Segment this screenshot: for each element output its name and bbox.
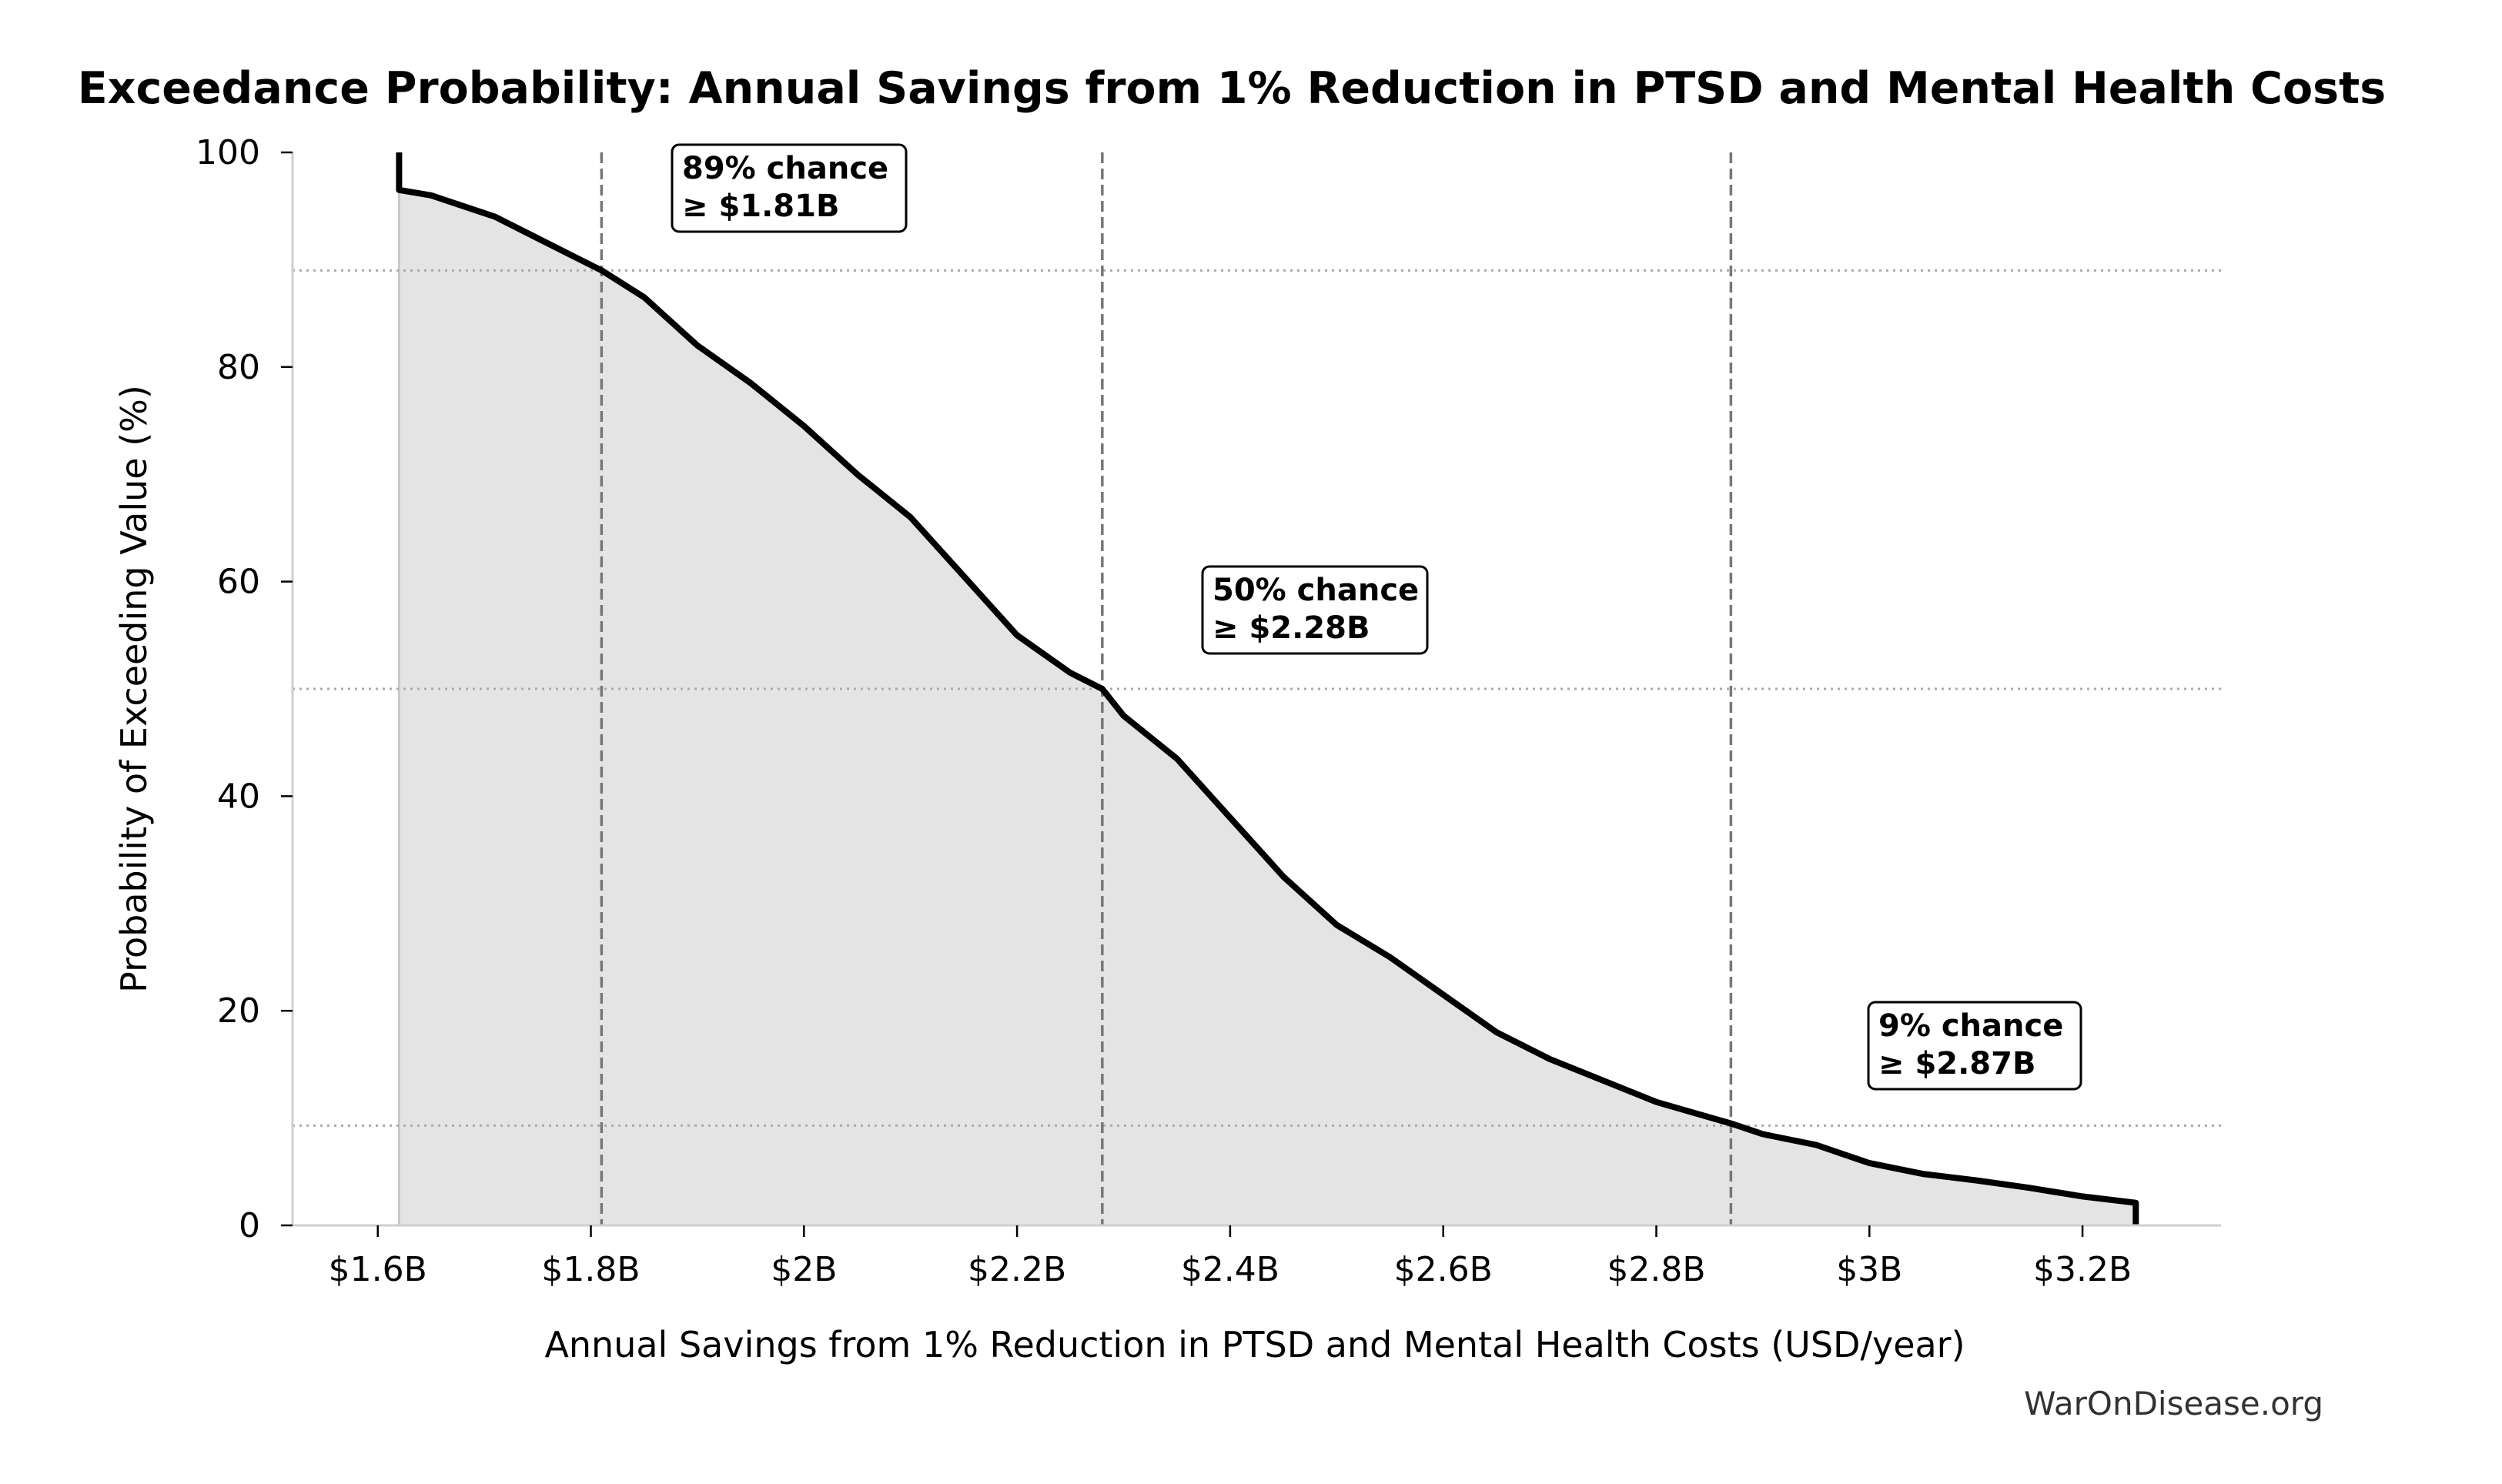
- annotation-probability-text: 9% chance: [1878, 1008, 2063, 1044]
- y-axis-ticks: 0 20 40 60 80 100: [196, 133, 293, 1245]
- exceedance-area-fill: [399, 152, 2136, 1225]
- annotation-boxes: 89% chance≥ $1.81B 50% chance≥ $2.28B 9% c…: [671, 143, 2082, 1091]
- annotation-threshold-text: ≥ $2.87B: [1878, 1046, 2035, 1081]
- watermark-text: WarOnDisease.org: [2024, 1385, 2323, 1422]
- horizontal-reference-lines: [293, 269, 2221, 1127]
- annotation-box-frame: [1201, 565, 1429, 655]
- x-tick-label: $3B: [1836, 1250, 1902, 1289]
- annotation-box-frame: [671, 143, 908, 233]
- x-axis-ticks: $1.6B $1.8B $2B $2.2B $2.4B $2.6B $2.8B $3B $3.2…: [329, 1225, 2132, 1289]
- x-tick-label: $2B: [771, 1250, 837, 1289]
- annotation-box-2: 9% chance≥ $2.87B: [1867, 1001, 2082, 1091]
- y-tick-label: 60: [217, 563, 260, 602]
- x-tick-label: $2.4B: [1181, 1250, 1279, 1289]
- x-tick-label: $1.6B: [329, 1250, 427, 1289]
- x-axis-label: Annual Savings from 1% Reduction in PTSD…: [544, 1324, 1965, 1365]
- exceedance-curve: [396, 152, 2139, 1225]
- chart-title: Exceedance Probability: Annual Savings f…: [78, 63, 2386, 114]
- annotation-box-frame: [1867, 1001, 2082, 1091]
- x-tick-label: $2.8B: [1607, 1250, 1705, 1289]
- y-tick-label: 80: [217, 348, 260, 387]
- x-tick-label: $1.8B: [541, 1250, 640, 1289]
- y-tick-label: 40: [217, 777, 260, 816]
- x-tick-label: $3.2B: [2033, 1250, 2132, 1289]
- annotation-box-0: 89% chance≥ $1.81B: [671, 143, 908, 233]
- x-tick-label: $2.6B: [1394, 1250, 1493, 1289]
- annotation-box-1: 50% chance≥ $2.28B: [1201, 565, 1429, 655]
- y-axis-label: Probability of Exceeding Value (%): [113, 385, 155, 993]
- annotation-probability-text: 89% chance: [682, 151, 888, 186]
- axes: $1.6B $1.8B $2B $2.2B $2.4B $2.6B $2.8B $3B $3.2…: [196, 133, 2221, 1289]
- y-tick-label: 100: [196, 133, 260, 172]
- plot-area: [293, 152, 2221, 1225]
- annotation-threshold-text: ≥ $1.81B: [682, 189, 839, 224]
- annotation-probability-text: 50% chance: [1213, 573, 1419, 608]
- y-tick-label: 20: [217, 991, 260, 1031]
- y-tick-label: 0: [239, 1206, 260, 1245]
- x-tick-label: $2.2B: [968, 1250, 1066, 1289]
- annotation-threshold-text: ≥ $2.28B: [1213, 610, 1370, 646]
